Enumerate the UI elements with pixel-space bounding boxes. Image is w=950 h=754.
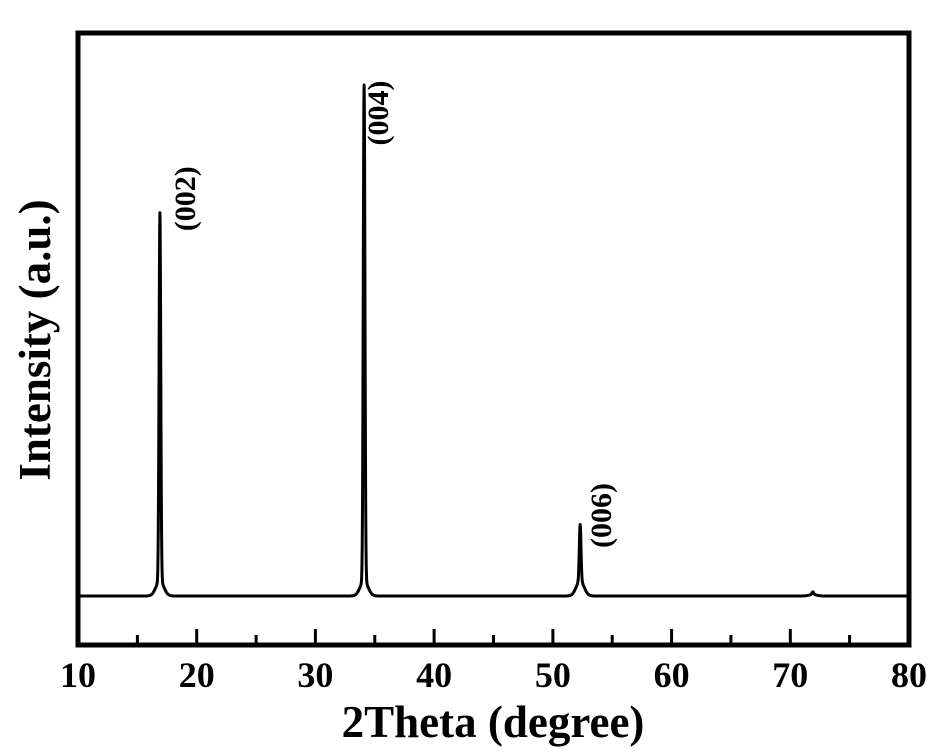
peak-label-006: (006) <box>585 483 618 548</box>
x-tick-label: 20 <box>179 655 215 695</box>
x-tick-label: 80 <box>891 655 927 695</box>
x-tick-label: 60 <box>654 655 690 695</box>
y-axis-title: Intensity (a.u.) <box>10 199 60 480</box>
x-tick-label: 70 <box>772 655 808 695</box>
x-tick-label: 10 <box>60 655 96 695</box>
x-axis-ticks <box>76 629 911 643</box>
x-axis-title: 2Theta (degree) <box>342 697 645 747</box>
peak-labels: (002) (004) (006) <box>169 81 618 548</box>
x-tick-label: 30 <box>297 655 333 695</box>
x-axis-tick-labels: 10 20 30 40 50 60 70 80 <box>60 655 927 695</box>
peak-label-002: (002) <box>169 166 202 231</box>
plot-frame <box>75 30 912 648</box>
xrd-curve <box>76 83 911 598</box>
x-tick-label: 50 <box>535 655 571 695</box>
x-tick-label: 40 <box>416 655 452 695</box>
peak-label-004: (004) <box>362 81 395 146</box>
